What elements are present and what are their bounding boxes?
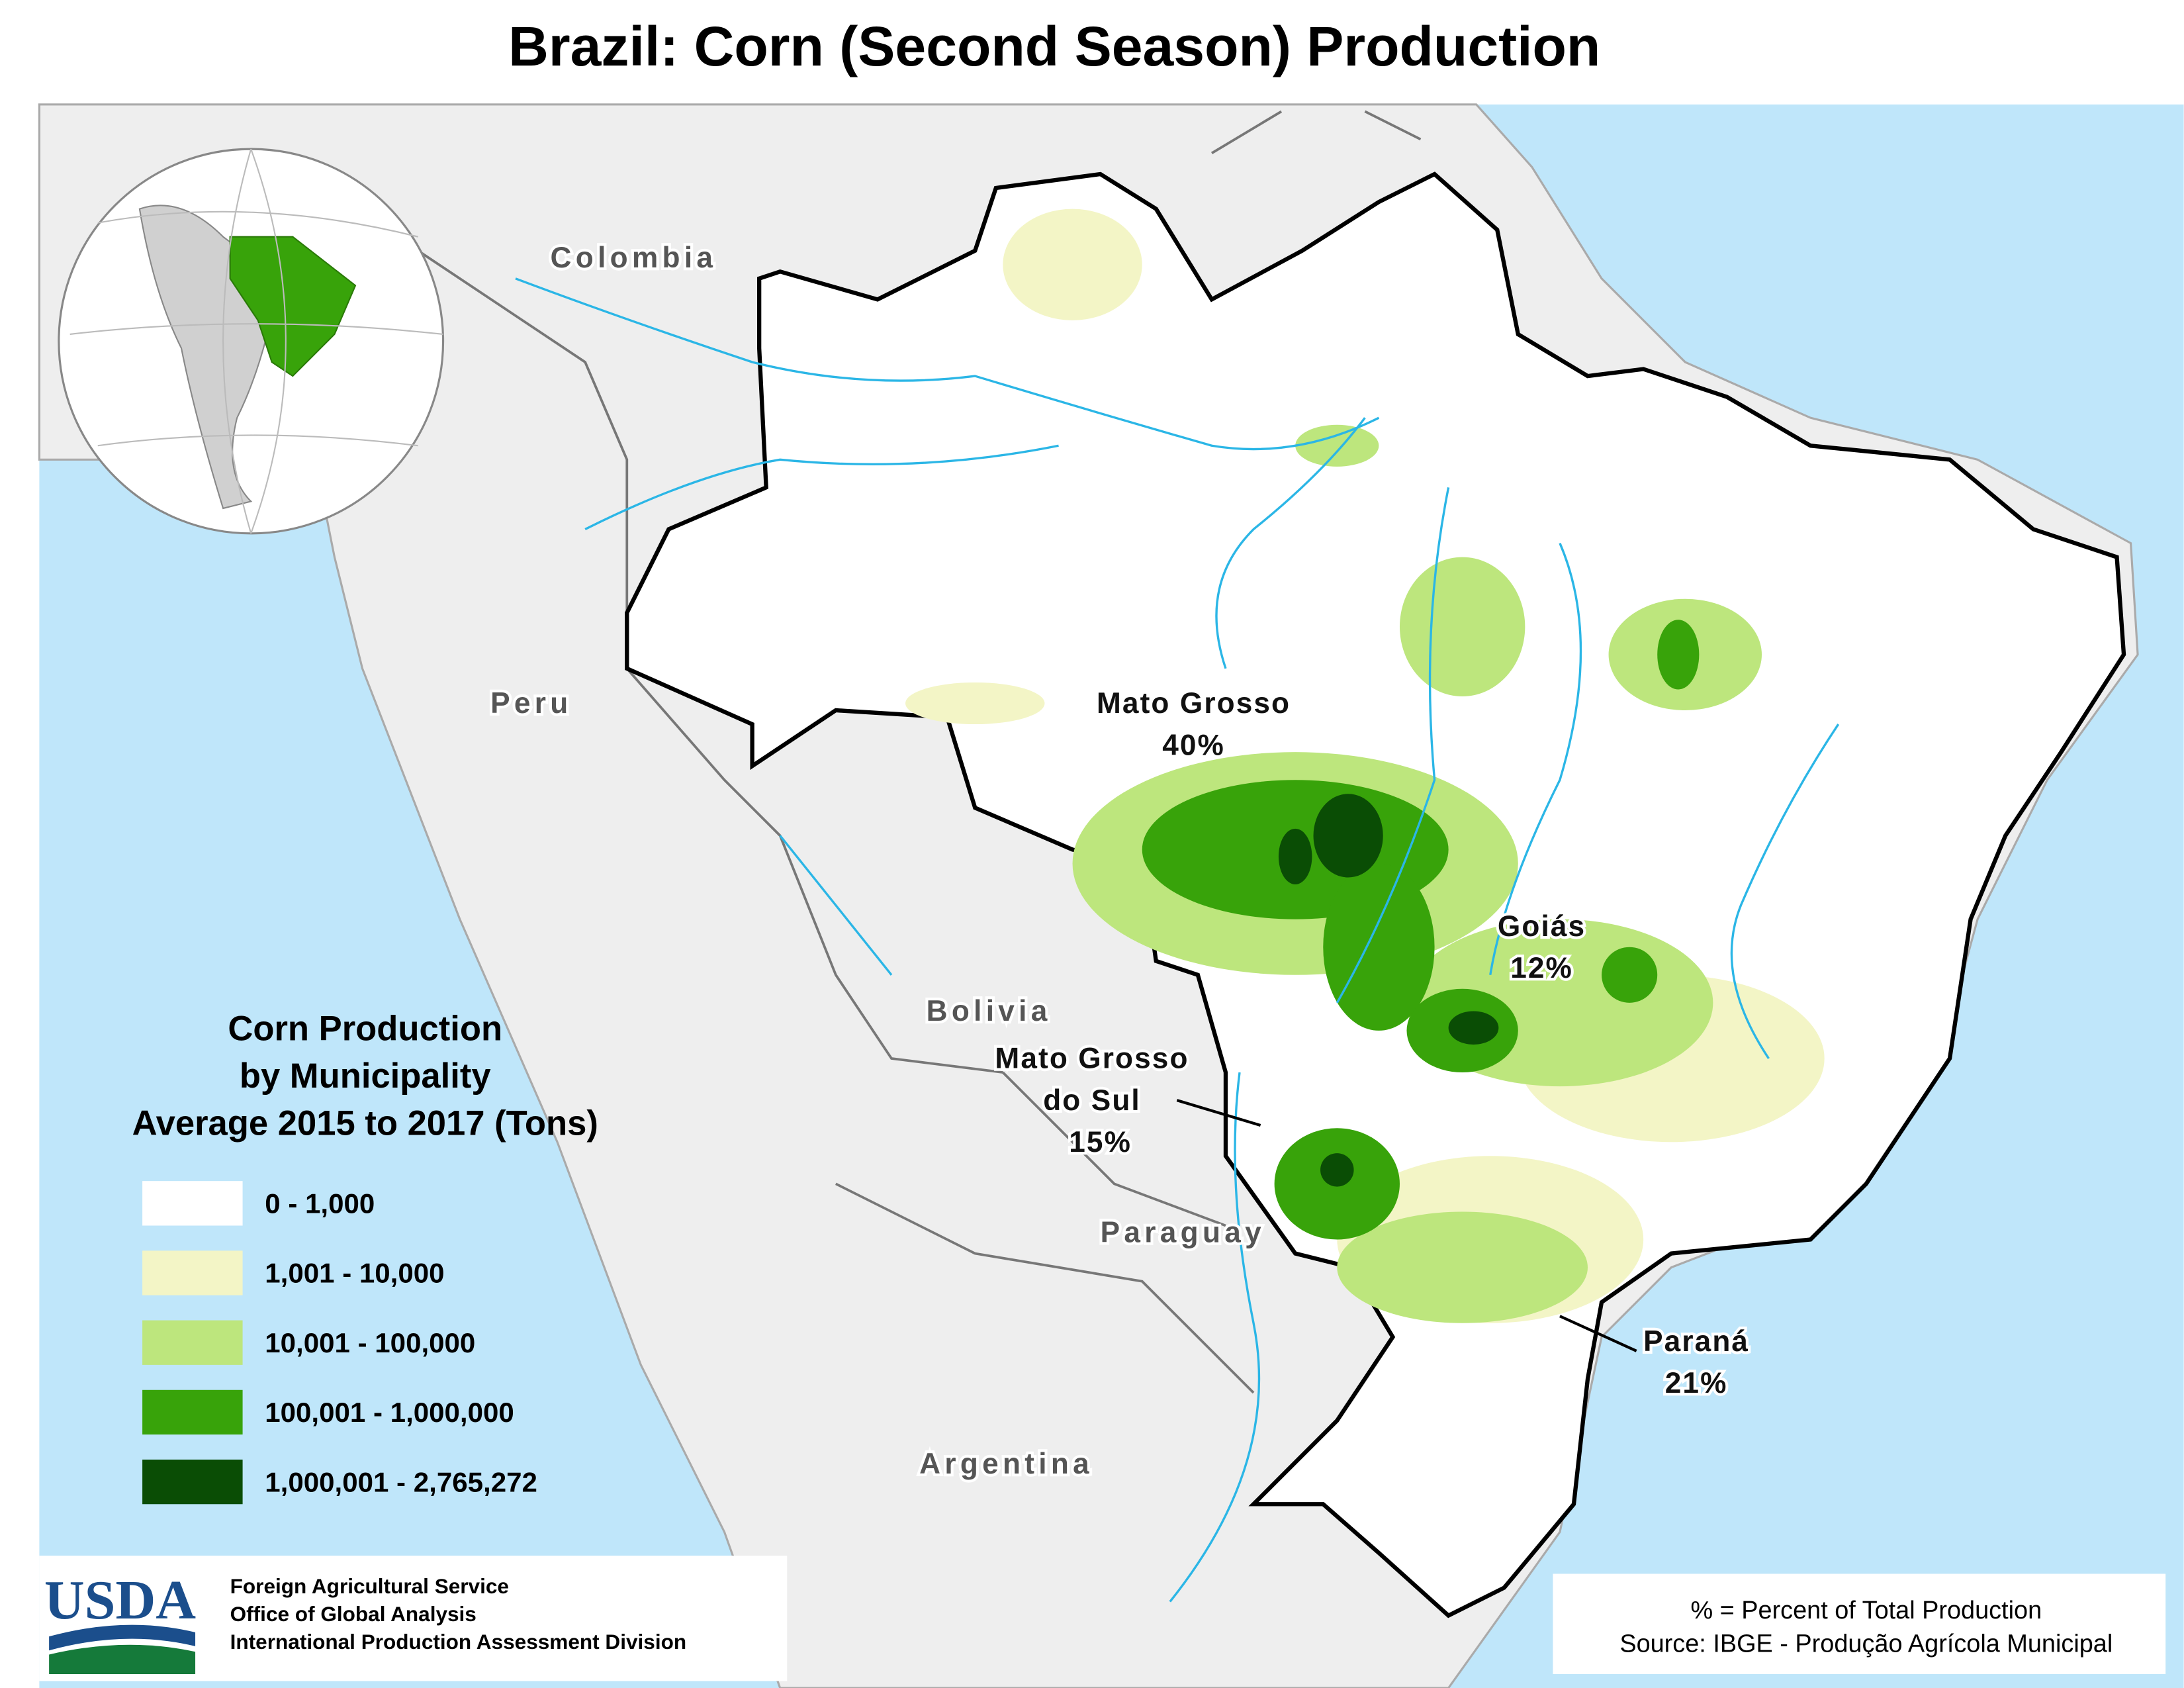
legend-swatch bbox=[142, 1320, 243, 1365]
production-area bbox=[1295, 424, 1379, 467]
logo-swoosh bbox=[49, 1624, 196, 1651]
globe-brazil bbox=[229, 236, 357, 377]
country-label: Paraguay bbox=[1101, 1217, 1265, 1249]
leader-line bbox=[1559, 1315, 1637, 1352]
state-share: 21% bbox=[1665, 1367, 1728, 1399]
neighbor-borders bbox=[417, 110, 1422, 1394]
globe-grid bbox=[69, 148, 443, 534]
production-area bbox=[905, 682, 1045, 725]
production-area bbox=[1399, 557, 1525, 696]
legend-label: 100,001 - 1,000,000 bbox=[265, 1397, 514, 1428]
legend-title: Average 2015 to 2017 (Tons) bbox=[132, 1104, 598, 1143]
state-share: 40% bbox=[1162, 729, 1225, 761]
state-name: Mato Grosso bbox=[1097, 687, 1291, 720]
state-name: do Sul bbox=[1043, 1084, 1141, 1117]
legend-title: Corn Production bbox=[228, 1009, 502, 1049]
production-area bbox=[1448, 1011, 1499, 1045]
agency-line: Office of Global Analysis bbox=[230, 1602, 477, 1626]
country-label: Colombia bbox=[551, 242, 717, 274]
state-share: 15% bbox=[1069, 1126, 1132, 1158]
legend-label: 1,000,001 - 2,765,272 bbox=[265, 1466, 537, 1497]
rivers bbox=[515, 277, 1840, 1603]
note: Source: IBGE - Produção Agrícola Municip… bbox=[1619, 1630, 2113, 1658]
state-name: Goiás bbox=[1498, 910, 1586, 943]
production-area bbox=[1323, 863, 1435, 1031]
legend-label: 0 - 1,000 bbox=[265, 1188, 375, 1219]
production-areas bbox=[905, 209, 1825, 1323]
state-share: 12% bbox=[1510, 952, 1573, 984]
logo-field bbox=[49, 1644, 196, 1674]
production-area bbox=[1313, 794, 1383, 878]
leader-line bbox=[1176, 1099, 1261, 1127]
production-area bbox=[1657, 620, 1700, 690]
legend-swatch bbox=[142, 1181, 243, 1226]
production-area bbox=[1003, 209, 1142, 320]
note: % = Percent of Total Production bbox=[1690, 1597, 2042, 1624]
agency-line: Foreign Agricultural Service bbox=[230, 1574, 509, 1598]
title: Brazil: Corn (Second Season) Production bbox=[508, 15, 1600, 77]
legend-label: 1,001 - 10,000 bbox=[265, 1258, 444, 1289]
legend: Corn Production by Municipality Average … bbox=[132, 1009, 598, 1505]
state-name: Paraná bbox=[1643, 1325, 1749, 1358]
country-label: Bolivia bbox=[927, 995, 1052, 1027]
globe-inset bbox=[58, 148, 445, 535]
legend-label: 10,001 - 100,000 bbox=[265, 1327, 475, 1358]
legend-swatch bbox=[142, 1389, 243, 1435]
state-name: Mato Grosso bbox=[995, 1043, 1189, 1075]
production-area bbox=[1337, 1211, 1588, 1323]
country-label: Peru bbox=[490, 687, 572, 720]
legend-swatch bbox=[142, 1250, 243, 1295]
production-area bbox=[1278, 828, 1312, 885]
production-area bbox=[1602, 947, 1658, 1003]
legend-swatch bbox=[142, 1459, 243, 1505]
agency-line: International Production Assessment Divi… bbox=[230, 1630, 687, 1654]
logo: USDA bbox=[44, 1570, 196, 1631]
production-area bbox=[1320, 1153, 1354, 1187]
notes-box bbox=[1553, 1573, 2166, 1674]
country-label: Argentina bbox=[919, 1448, 1093, 1480]
legend-title: by Municipality bbox=[240, 1056, 491, 1096]
